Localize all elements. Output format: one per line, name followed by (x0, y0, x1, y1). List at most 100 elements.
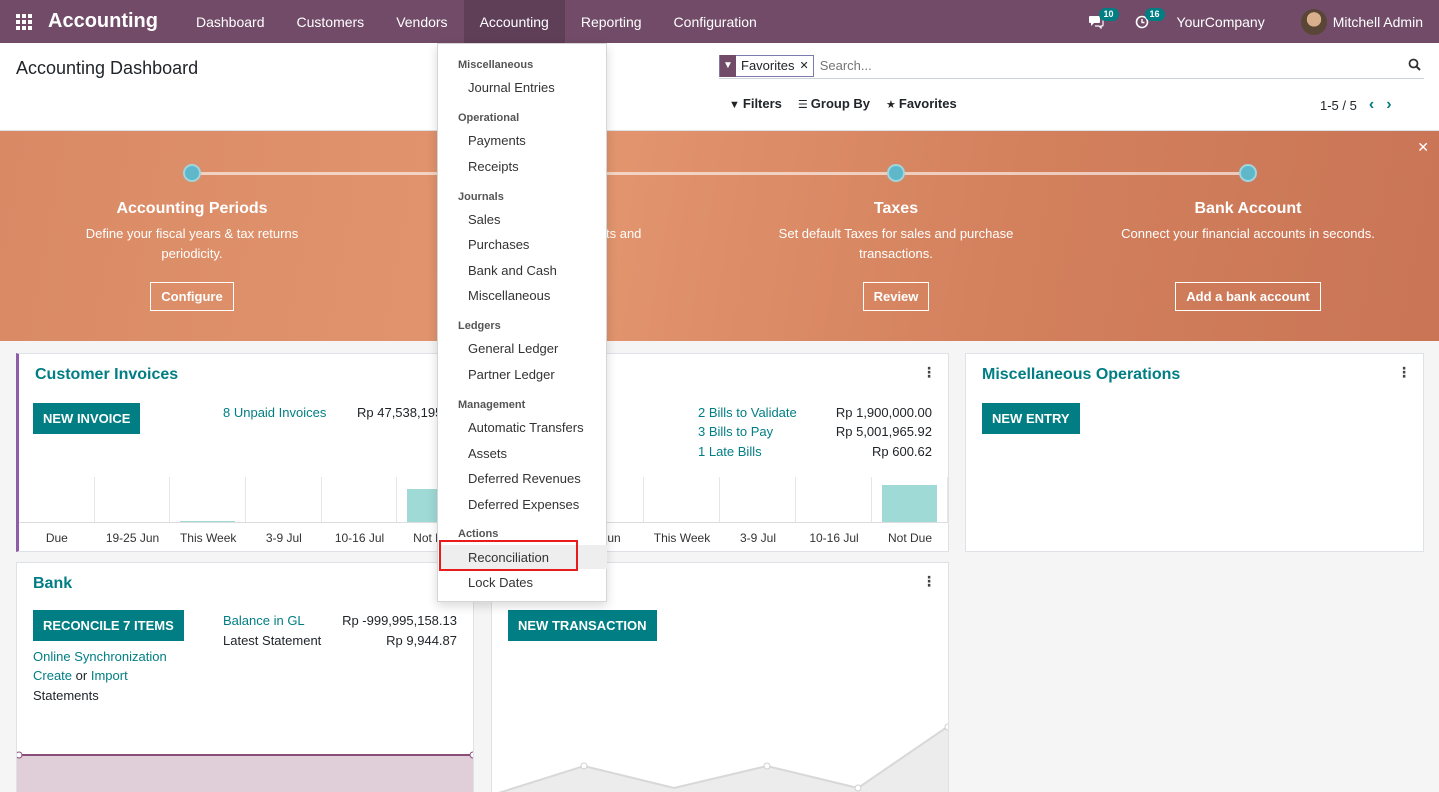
latest-statement-amount: Rp 9,944.87 (386, 633, 457, 648)
clock-icon (1135, 15, 1148, 28)
menu-item-miscellaneous[interactable]: Miscellaneous (468, 288, 551, 303)
bank-card: Bank RECONCILE 7 ITEMS Online Synchroniz… (16, 562, 474, 792)
step-taxes: Taxes Set default Taxes for sales and pu… (766, 164, 1026, 311)
activities-badge: 16 (1144, 8, 1165, 21)
onboarding-banner: Accounting Periods Define your fiscal ye… (0, 131, 1439, 341)
chart-labels: 5 Jun This Week 3-9 Jul 10-16 Jul Not Du… (591, 531, 933, 545)
cash-graph[interactable] (492, 713, 949, 792)
create-link[interactable]: Create (33, 668, 73, 683)
dropdown-header: Management (458, 399, 526, 411)
nav-vendors[interactable]: Vendors (396, 13, 448, 30)
chart-column (322, 477, 398, 523)
step-dot (183, 164, 201, 182)
dropdown-header: Miscellaneous (458, 59, 534, 71)
menu-item-sales[interactable]: Sales (468, 212, 501, 227)
bills-to-pay-amount: Rp 5,001,965.92 (835, 424, 932, 439)
nav-configuration[interactable]: Configuration (673, 13, 757, 30)
user-menu[interactable]: Mitchell Admin (1300, 8, 1439, 35)
invoices-chart[interactable] (19, 477, 473, 523)
search-bar: ▼ Favorites ✕ (719, 53, 1424, 79)
chevron-right-icon[interactable]: › (1386, 96, 1392, 113)
bank-balance-graph[interactable] (17, 748, 474, 792)
menu-item-deferred-revenues[interactable]: Deferred Revenues (468, 471, 581, 486)
unpaid-invoices-link[interactable]: 8 Unpaid Invoices (223, 405, 327, 420)
late-bills-link[interactable]: 1 Late Bills (698, 444, 762, 459)
menu-item-journal-entries[interactable]: Journal Entries (468, 80, 555, 95)
step-dot (1239, 164, 1257, 182)
add-bank-account-button[interactable]: Add a bank account (1175, 282, 1321, 311)
company-switcher[interactable]: YourCompany (1176, 13, 1265, 30)
configure-button[interactable]: Configure (150, 282, 234, 311)
chart-column (170, 477, 247, 523)
messages-badge: 10 (1098, 8, 1119, 21)
nav-accounting[interactable]: Accounting (463, 0, 565, 43)
new-transaction-button[interactable]: NEW TRANSACTION (508, 610, 657, 641)
groupby-button[interactable]: ☰ Group By (797, 96, 871, 111)
activities-button[interactable]: 16 (1119, 0, 1165, 43)
dropdown-header: Ledgers (458, 320, 501, 332)
step-partial: ts and (606, 226, 642, 241)
new-invoice-button[interactable]: NEW INVOICE (33, 403, 141, 434)
unpaid-invoices-amount: Rp 47,538,195 (357, 405, 443, 420)
bills-to-pay-link[interactable]: 3 Bills to Pay (698, 424, 774, 439)
card-title[interactable]: Bank (33, 575, 73, 592)
chart-labels: Due 19-25 Jun This Week 3-9 Jul 10-16 Ju… (45, 531, 458, 545)
kebab-menu-icon[interactable]: ⋮ (1397, 364, 1411, 380)
reconcile-items-button[interactable]: RECONCILE 7 ITEMS (33, 610, 184, 641)
avatar (1300, 8, 1327, 35)
search-input[interactable] (813, 58, 1404, 73)
search-icon[interactable] (1404, 58, 1424, 74)
balance-in-gl-amount: Rp -999,995,158.13 (342, 613, 457, 628)
dropdown-header: Journals (458, 191, 504, 203)
kebab-menu-icon[interactable]: ⋮ (922, 364, 936, 380)
messages-button[interactable]: 10 (1073, 0, 1119, 43)
filters-button[interactable]: ▼ Filters (729, 96, 782, 111)
app-brand[interactable]: Accounting (48, 10, 158, 32)
nav-customers[interactable]: Customers (296, 13, 365, 30)
facet-remove-icon[interactable]: ✕ (799, 60, 809, 72)
chart-column (720, 477, 796, 523)
favorites-button[interactable]: ★ Favorites (886, 96, 957, 111)
menu-item-assets[interactable]: Assets (468, 446, 508, 461)
menu-item-automatic-transfers[interactable]: Automatic Transfers (468, 420, 584, 435)
chart-column (872, 477, 948, 523)
menu-item-purchases[interactable]: Purchases (468, 237, 530, 252)
filter-icon: ▼ (720, 54, 736, 77)
misc-operations-card: Miscellaneous Operations ⋮ NEW ENTRY (965, 353, 1424, 552)
chevron-left-icon[interactable]: ‹ (1368, 96, 1375, 113)
dropdown-header: Operational (458, 112, 520, 124)
menu-item-receipts[interactable]: Receipts (468, 159, 519, 174)
menu-item-general-ledger[interactable]: General Ledger (468, 341, 559, 356)
menu-item-payments[interactable]: Payments (468, 133, 526, 148)
chart-column (568, 477, 644, 523)
bills-to-validate-link[interactable]: 2 Bills to Validate (698, 405, 797, 420)
online-sync-link[interactable]: Online Synchronization (33, 649, 167, 664)
review-button[interactable]: Review (862, 282, 930, 311)
step-accounting-periods: Accounting Periods Define your fiscal ye… (62, 164, 322, 311)
chart-axis (492, 522, 948, 523)
card-title[interactable]: Customer Invoices (35, 366, 179, 383)
menu-item-lock-dates[interactable]: Lock Dates (468, 575, 534, 590)
chart-column (246, 477, 322, 523)
nav-dashboard[interactable]: Dashboard (196, 13, 265, 30)
create-import-row: Create or Import (33, 668, 128, 683)
step-dot (887, 164, 905, 182)
new-entry-button[interactable]: NEW ENTRY (982, 403, 1080, 434)
menu-item-reconciliation[interactable]: Reconciliation (468, 550, 549, 565)
close-icon[interactable]: ✕ (1417, 139, 1429, 155)
nav-reporting[interactable]: Reporting (580, 13, 642, 30)
customer-invoices-card: Customer Invoices NEW INVOICE 8 Unpaid I… (16, 353, 474, 552)
hover-highlight (439, 545, 607, 569)
chart-column (95, 477, 171, 523)
menu-item-deferred-expenses[interactable]: Deferred Expenses (468, 497, 580, 512)
menu-item-bank-and-cash[interactable]: Bank and Cash (468, 263, 557, 278)
apps-menu-icon[interactable] (0, 0, 48, 43)
kebab-menu-icon[interactable]: ⋮ (922, 573, 936, 589)
dropdown-header: Actions (458, 528, 499, 540)
menu-item-partner-ledger[interactable]: Partner Ledger (468, 367, 555, 382)
pager-value[interactable]: 1-5 / 5 (1320, 97, 1357, 113)
balance-in-gl-link[interactable]: Balance in GL (223, 613, 305, 628)
chart-column (796, 477, 872, 523)
card-title[interactable]: Miscellaneous Operations (982, 366, 1181, 383)
import-link[interactable]: Import (90, 668, 128, 683)
